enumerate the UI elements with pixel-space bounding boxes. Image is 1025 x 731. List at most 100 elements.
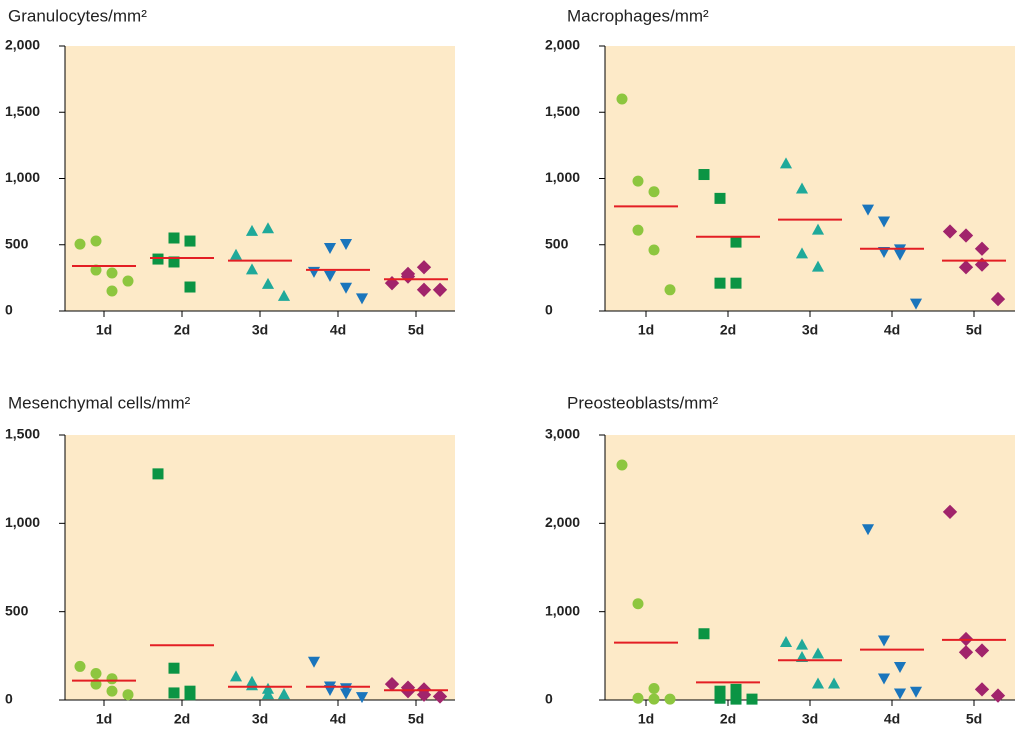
data-point xyxy=(416,282,432,297)
data-point xyxy=(416,260,432,275)
data-point xyxy=(990,291,1006,307)
chart-title: Granulocytes/mm² xyxy=(8,6,147,25)
y-tick-label: 0 xyxy=(5,302,13,318)
data-point xyxy=(990,688,1006,703)
data-point xyxy=(877,216,891,228)
data-point xyxy=(632,598,644,610)
data-point xyxy=(648,244,660,256)
data-point xyxy=(339,688,353,700)
x-tick-label: 2d xyxy=(720,322,736,338)
data-point xyxy=(339,239,353,251)
data-point xyxy=(730,693,742,705)
y-tick-label: 2,000 xyxy=(545,514,580,530)
y-tick-label: 1,500 xyxy=(5,426,40,442)
data-point xyxy=(106,673,118,685)
data-point xyxy=(795,247,809,259)
x-tick-label: 5d xyxy=(408,711,424,727)
data-point xyxy=(861,204,875,216)
data-point xyxy=(245,263,259,275)
data-point xyxy=(106,685,118,697)
y-tick-label: 1,000 xyxy=(545,602,580,618)
data-point xyxy=(122,275,134,287)
x-tick-label: 1d xyxy=(96,322,112,338)
data-point xyxy=(664,284,676,296)
y-tick-label: 2,000 xyxy=(545,37,580,53)
data-point xyxy=(714,277,726,289)
data-point xyxy=(974,257,990,272)
data-point xyxy=(245,224,259,236)
x-tick-label: 4d xyxy=(330,711,346,727)
data-point xyxy=(779,157,793,169)
y-tick-label: 0 xyxy=(545,691,553,707)
data-point xyxy=(909,686,923,698)
x-tick-label: 3d xyxy=(252,711,268,727)
y-tick-label: 1,000 xyxy=(545,169,580,185)
data-point xyxy=(229,670,243,682)
y-tick-label: 1,000 xyxy=(5,514,40,530)
y-tick-label: 0 xyxy=(545,302,553,318)
data-point xyxy=(811,677,825,689)
data-point xyxy=(827,677,841,689)
x-tick-label: 5d xyxy=(966,322,982,338)
chart-title: Macrophages/mm² xyxy=(567,6,709,25)
data-point xyxy=(168,256,180,268)
data-point xyxy=(648,683,660,695)
data-point xyxy=(632,692,644,704)
y-tick-label: 500 xyxy=(545,235,569,251)
data-point xyxy=(229,248,243,260)
data-point xyxy=(384,676,400,692)
data-point xyxy=(616,93,628,105)
data-point xyxy=(974,241,990,256)
data-point xyxy=(184,689,196,701)
x-tick-label: 1d xyxy=(96,711,112,727)
data-point xyxy=(90,668,102,680)
data-point xyxy=(877,673,891,685)
data-point xyxy=(122,689,134,701)
data-point xyxy=(616,459,628,471)
data-point xyxy=(339,282,353,294)
x-tick-label: 3d xyxy=(252,322,268,338)
data-point xyxy=(958,260,974,275)
data-point xyxy=(730,277,742,289)
data-point xyxy=(795,638,809,650)
data-point xyxy=(811,223,825,235)
data-point xyxy=(74,660,86,672)
data-point xyxy=(90,235,102,247)
data-point xyxy=(779,635,793,647)
plot-area xyxy=(65,435,455,700)
data-point xyxy=(811,260,825,272)
data-point xyxy=(648,693,660,705)
data-point xyxy=(909,298,923,310)
chart-title: Preosteoblasts/mm² xyxy=(567,393,718,412)
y-tick-label: 0 xyxy=(5,691,13,707)
data-point xyxy=(168,687,180,699)
data-point xyxy=(730,683,742,695)
data-point xyxy=(714,192,726,204)
x-tick-label: 2d xyxy=(174,322,190,338)
x-tick-label: 5d xyxy=(966,711,982,727)
x-tick-label: 4d xyxy=(884,711,900,727)
data-point xyxy=(323,270,337,282)
y-tick-label: 3,000 xyxy=(545,426,580,442)
data-point xyxy=(261,277,275,289)
data-point xyxy=(106,267,118,279)
x-tick-label: 4d xyxy=(884,322,900,338)
data-point xyxy=(811,647,825,659)
x-tick-label: 2d xyxy=(174,711,190,727)
y-tick-label: 1,500 xyxy=(545,103,580,119)
data-point xyxy=(416,687,432,702)
data-point xyxy=(974,682,990,697)
data-point xyxy=(74,238,86,250)
plot-area xyxy=(605,435,1015,700)
data-point xyxy=(877,635,891,647)
data-point xyxy=(746,693,758,705)
data-point xyxy=(861,524,875,536)
data-point xyxy=(942,504,958,519)
y-tick-label: 1,500 xyxy=(5,103,40,119)
data-point xyxy=(400,269,416,284)
data-point xyxy=(632,224,644,236)
data-point xyxy=(958,228,974,243)
data-point xyxy=(942,224,958,239)
data-point xyxy=(974,643,990,658)
data-point xyxy=(648,186,660,198)
